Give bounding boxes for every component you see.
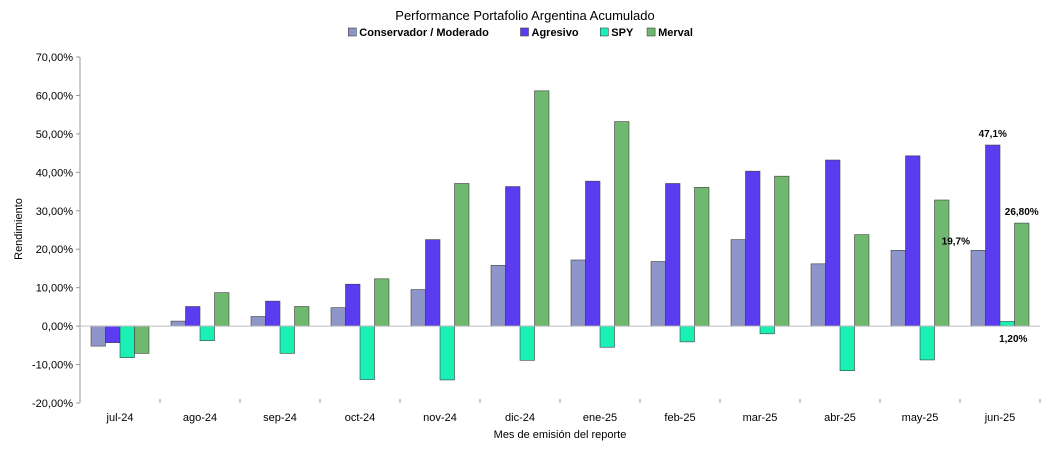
legend-swatch bbox=[520, 27, 529, 37]
bar-merval-jul-24 bbox=[134, 325, 150, 354]
bar-spy-mar-25 bbox=[759, 325, 775, 335]
bar-agresivo-mar-25 bbox=[745, 170, 761, 327]
bar-conservador-moderado-jul-24 bbox=[90, 325, 106, 347]
bar-spy-dic-24 bbox=[519, 325, 535, 361]
bar-merval-oct-24 bbox=[374, 278, 390, 327]
bar-agresivo-abr-25 bbox=[825, 159, 841, 327]
x-tick-label: oct-24 bbox=[345, 412, 376, 424]
data-label: 26,80% bbox=[1005, 207, 1039, 218]
bar-conservador-moderado-sep-24 bbox=[250, 316, 266, 327]
bar-merval-ago-24 bbox=[214, 292, 230, 327]
y-tick-label: 10,00% bbox=[36, 283, 74, 295]
legend-label: Agresivo bbox=[532, 27, 579, 39]
y-tick-label: 20,00% bbox=[36, 244, 74, 256]
bar-agresivo-ago-24 bbox=[185, 306, 201, 327]
bar-conservador-moderado-feb-25 bbox=[650, 261, 666, 327]
data-label: 47,1% bbox=[979, 129, 1007, 140]
bar-spy-feb-25 bbox=[679, 325, 695, 343]
x-tick-label: sep-24 bbox=[263, 412, 297, 424]
bar-agresivo-dic-24 bbox=[505, 186, 521, 327]
x-axis-ticks: jul-24 ago-24 sep-24 oct-24 nov-24 dic-24 ene-… bbox=[79, 399, 1041, 424]
bar-spy-ene-25 bbox=[599, 325, 615, 348]
bar-agresivo-oct-24 bbox=[345, 283, 361, 327]
bar-conservador-moderado-dic-24 bbox=[490, 265, 506, 327]
bar-merval-nov-24 bbox=[454, 183, 470, 327]
bar-conservador-moderado-mar-25 bbox=[730, 239, 746, 327]
x-tick-label: ago-24 bbox=[183, 412, 217, 424]
bars bbox=[90, 90, 1030, 381]
bar-agresivo-ene-25 bbox=[585, 180, 601, 327]
x-tick-label: feb-25 bbox=[664, 412, 695, 424]
y-tick-label: 0,00% bbox=[42, 321, 73, 333]
bar-agresivo-sep-24 bbox=[265, 300, 281, 327]
y-tick-label: 70,00% bbox=[36, 52, 74, 64]
bar-merval-mar-25 bbox=[774, 175, 790, 327]
x-tick-label: jul-24 bbox=[106, 412, 134, 424]
bar-merval-jun-25 bbox=[1014, 222, 1030, 327]
bar-spy-abr-25 bbox=[839, 325, 855, 372]
data-labels: 19,7% 47,1% 1,20% 26,80% bbox=[942, 129, 1039, 345]
y-tick-label: 40,00% bbox=[36, 167, 74, 179]
bar-conservador-moderado-nov-24 bbox=[410, 289, 426, 327]
bar-merval-ene-25 bbox=[614, 121, 630, 327]
bar-agresivo-jun-25 bbox=[985, 144, 1001, 327]
bar-conservador-moderado-may-25 bbox=[890, 250, 906, 327]
bar-merval-dic-24 bbox=[534, 90, 550, 327]
x-tick-label: dic-24 bbox=[505, 412, 535, 424]
bar-spy-oct-24 bbox=[359, 325, 375, 380]
y-axis-ticks: 70,00% 60,00% 50,00% 40,00% 30,00% 20,00% 10,0… bbox=[32, 52, 80, 410]
bar-agresivo-nov-24 bbox=[425, 239, 441, 327]
bar-agresivo-jul-24 bbox=[105, 325, 121, 343]
y-tick-label: 60,00% bbox=[36, 90, 74, 102]
y-axis-label: Rendimiento bbox=[13, 198, 25, 260]
bar-conservador-moderado-oct-24 bbox=[330, 307, 346, 327]
bar-agresivo-may-25 bbox=[905, 155, 921, 327]
x-tick-label: abr-25 bbox=[824, 412, 856, 424]
x-axis-label: Mes de emisión del reporte bbox=[494, 429, 627, 441]
y-tick-label: -10,00% bbox=[32, 360, 73, 372]
x-tick-label: ene-25 bbox=[583, 412, 617, 424]
x-tick-label: may-25 bbox=[902, 412, 939, 424]
bar-merval-feb-25 bbox=[694, 187, 710, 327]
x-tick-label: jun-25 bbox=[984, 412, 1016, 424]
bar-spy-may-25 bbox=[919, 325, 935, 361]
bar-merval-may-25 bbox=[934, 199, 950, 327]
x-tick-label: mar-25 bbox=[743, 412, 778, 424]
bar-conservador-moderado-jun-25 bbox=[970, 250, 986, 327]
data-label: 1,20% bbox=[999, 334, 1027, 345]
legend-label: SPY bbox=[611, 27, 634, 39]
bar-agresivo-feb-25 bbox=[665, 183, 681, 327]
bar-spy-nov-24 bbox=[439, 325, 455, 381]
bar-conservador-moderado-abr-25 bbox=[810, 263, 826, 327]
bar-merval-abr-25 bbox=[854, 234, 870, 327]
x-tick-label: nov-24 bbox=[423, 412, 457, 424]
legend-swatch bbox=[599, 27, 609, 37]
bar-spy-sep-24 bbox=[279, 325, 295, 354]
bar-merval-sep-24 bbox=[294, 306, 310, 327]
legend-label: Merval bbox=[658, 27, 693, 39]
data-label: 19,7% bbox=[942, 236, 970, 247]
legend-label: Conservador / Moderado bbox=[359, 27, 489, 39]
y-tick-label: 50,00% bbox=[36, 129, 74, 141]
legend: Conservador / Moderado Agresivo SPY Merval bbox=[347, 27, 693, 39]
bar-conservador-moderado-ago-24 bbox=[170, 320, 186, 327]
bar-conservador-moderado-ene-25 bbox=[570, 259, 586, 327]
legend-swatch bbox=[347, 27, 357, 37]
legend-swatch bbox=[646, 27, 656, 37]
bar-spy-ago-24 bbox=[199, 325, 215, 342]
bar-spy-jun-25 bbox=[999, 321, 1015, 327]
y-tick-label: 30,00% bbox=[36, 206, 74, 218]
bar-spy-jul-24 bbox=[119, 325, 135, 358]
y-tick-label: -20,00% bbox=[32, 398, 73, 410]
chart-title: Performance Portafolio Argentina Acumula… bbox=[395, 8, 654, 23]
